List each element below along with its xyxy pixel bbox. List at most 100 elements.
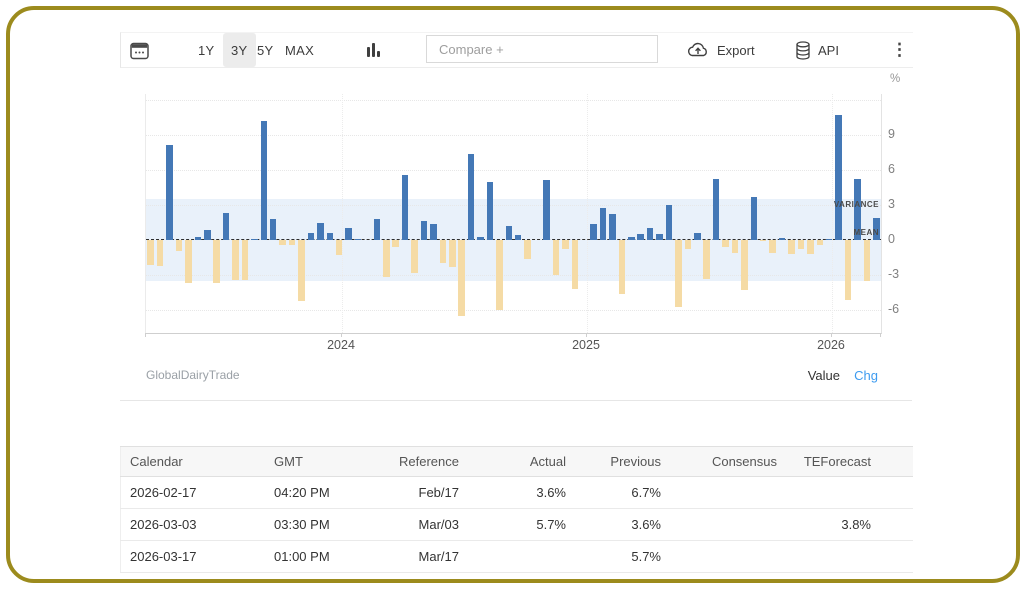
bar[interactable]: [863, 240, 871, 281]
bar[interactable]: [505, 226, 513, 240]
bar[interactable]: [788, 240, 795, 254]
bar[interactable]: [439, 240, 447, 264]
x-tick-mark: [145, 333, 146, 337]
bar[interactable]: [665, 204, 673, 240]
bar[interactable]: [147, 240, 154, 265]
divider: [120, 400, 912, 401]
bar[interactable]: [778, 237, 786, 240]
bar[interactable]: [769, 240, 776, 253]
export-button[interactable]: Export: [686, 33, 755, 67]
bar[interactable]: [599, 208, 607, 240]
bar[interactable]: [552, 240, 560, 275]
bar[interactable]: [807, 240, 814, 254]
bar[interactable]: [166, 145, 173, 240]
bar[interactable]: [844, 240, 852, 300]
bar[interactable]: [213, 240, 220, 284]
bar[interactable]: [590, 223, 597, 240]
bar[interactable]: [449, 240, 456, 267]
bar[interactable]: [722, 240, 729, 247]
bar[interactable]: [260, 120, 268, 240]
bar[interactable]: [411, 240, 418, 273]
bar[interactable]: [430, 223, 437, 240]
bar[interactable]: [458, 240, 465, 316]
bar[interactable]: [543, 180, 550, 240]
bar[interactable]: [684, 240, 692, 250]
value-toggle[interactable]: Value: [807, 368, 840, 383]
bar[interactable]: [854, 179, 861, 240]
bar[interactable]: [477, 236, 484, 240]
bar[interactable]: [251, 238, 258, 240]
bar[interactable]: [637, 234, 644, 240]
bar[interactable]: [656, 234, 663, 240]
bar[interactable]: [241, 240, 249, 280]
bar[interactable]: [496, 240, 503, 311]
bar[interactable]: [703, 240, 710, 279]
bar[interactable]: [401, 174, 409, 240]
calendar-button[interactable]: [129, 33, 150, 67]
bar[interactable]: [514, 235, 522, 240]
bar[interactable]: [420, 221, 428, 240]
bar[interactable]: [797, 240, 805, 250]
bar[interactable]: [326, 233, 333, 240]
bar[interactable]: [298, 240, 305, 301]
bar[interactable]: [750, 196, 758, 240]
bar[interactable]: [731, 240, 739, 253]
bar[interactable]: [317, 222, 324, 240]
bar[interactable]: [345, 228, 352, 240]
range-5y[interactable]: 5Y: [257, 33, 274, 67]
y-tick-label: 9: [888, 126, 895, 141]
bar[interactable]: [675, 240, 682, 307]
chg-toggle[interactable]: Chg: [854, 368, 878, 383]
bar[interactable]: [269, 218, 277, 240]
bar[interactable]: [307, 233, 315, 240]
bar[interactable]: [288, 240, 296, 245]
bar[interactable]: [194, 236, 202, 240]
table-cell: Mar/03: [385, 508, 461, 541]
bar[interactable]: [694, 233, 701, 240]
bar[interactable]: [759, 240, 767, 242]
bar[interactable]: [741, 240, 748, 291]
gridline: [146, 275, 881, 276]
bar[interactable]: [571, 240, 578, 289]
bar[interactable]: [383, 240, 390, 278]
bar[interactable]: [175, 240, 183, 251]
bar[interactable]: [609, 214, 616, 240]
more-options-button[interactable]: ⋮: [891, 33, 908, 67]
bar[interactable]: [156, 240, 164, 266]
bar[interactable]: [825, 238, 833, 240]
bar[interactable]: [373, 218, 381, 240]
bar[interactable]: [232, 240, 239, 280]
table-cell: 2026-02-17: [120, 476, 265, 509]
bar[interactable]: [524, 240, 531, 259]
range-3y[interactable]: 3Y: [223, 33, 256, 67]
bar[interactable]: [392, 240, 399, 247]
bar[interactable]: [204, 229, 211, 240]
chart-type-button[interactable]: [365, 33, 383, 67]
table-row[interactable]: 2026-03-03 03:30 PM Mar/03 5.7% 3.6% 3.8%: [120, 508, 913, 541]
bar[interactable]: [646, 228, 654, 240]
bar[interactable]: [873, 217, 880, 240]
bar[interactable]: [618, 240, 626, 294]
bar[interactable]: [185, 240, 192, 284]
mean-label: MEAN: [853, 228, 879, 237]
compare-input[interactable]: [426, 35, 658, 63]
table-row[interactable]: 2026-03-17 01:00 PM Mar/17 5.7%: [120, 540, 913, 573]
table-cell: [663, 476, 792, 509]
bar[interactable]: [467, 153, 475, 240]
bar[interactable]: [562, 240, 569, 250]
bar[interactable]: [628, 236, 635, 240]
range-1y[interactable]: 1Y: [198, 33, 215, 67]
bar[interactable]: [486, 181, 494, 240]
bar[interactable]: [222, 213, 230, 240]
table-cell: 6.7%: [568, 476, 663, 509]
table-row[interactable]: 2026-02-17 04:20 PM Feb/17 3.6% 6.7%: [120, 476, 913, 509]
bar[interactable]: [712, 179, 720, 240]
bar[interactable]: [279, 240, 286, 245]
bar[interactable]: [335, 240, 343, 256]
bar[interactable]: [816, 240, 823, 245]
gridline: [146, 204, 881, 206]
range-max[interactable]: MAX: [285, 33, 314, 67]
api-button[interactable]: API: [795, 33, 839, 67]
bar[interactable]: [354, 238, 362, 240]
bar[interactable]: [835, 115, 842, 240]
